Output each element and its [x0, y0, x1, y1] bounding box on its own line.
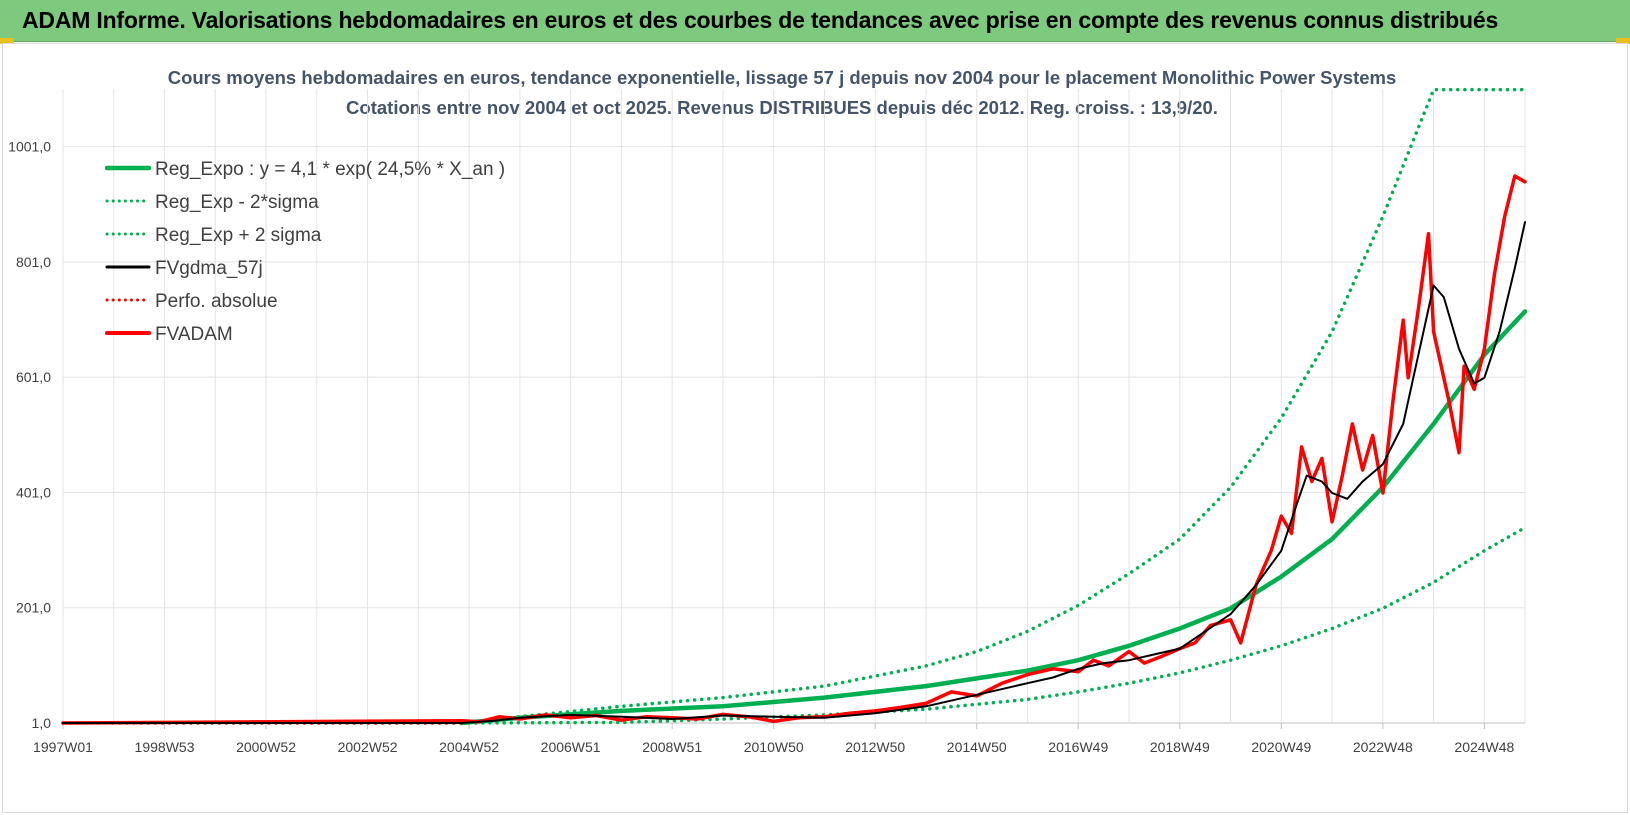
legend-label: Perfo. absolue: [155, 291, 278, 312]
x-tick-label: 2002W52: [338, 739, 398, 755]
x-tick-label: 1997W01: [33, 739, 93, 755]
legend: Reg_Expo : y = 4,1 * exp( 24,5% * X_an )…: [104, 159, 505, 345]
y-tick-label: 601,0: [16, 369, 51, 385]
series-line-0: [459, 309, 1528, 726]
series-line-5: [61, 174, 1527, 725]
report-banner-title: ADAM Informe. Valorisations hebdomadaire…: [22, 7, 1499, 33]
gridlines: [62, 89, 1526, 724]
chart-svg: Cours moyens hebdomadaires en euros, ten…: [8, 67, 1528, 755]
y-tick-label: 201,0: [16, 600, 51, 616]
x-tick-label: 2010W50: [744, 739, 804, 755]
x-tick-label: 2008W51: [642, 739, 702, 755]
x-tick-label: 2000W52: [236, 739, 296, 755]
x-tick-label: 2006W51: [541, 739, 601, 755]
x-tick-label: 2012W50: [845, 739, 905, 755]
series-lines: [61, 87, 1528, 726]
legend-label: FVgdma_57j: [155, 258, 263, 279]
x-tick-label: 2020W49: [1251, 739, 1311, 755]
y-tick-label: 401,0: [16, 484, 51, 500]
banner-corner-right: [1616, 38, 1630, 44]
chart-title: Cours moyens hebdomadaires en euros, ten…: [168, 67, 1397, 88]
report-banner: ADAM Informe. Valorisations hebdomadaire…: [0, 0, 1630, 42]
chart-subtitle: Cotations entre nov 2004 et oct 2025. Re…: [346, 97, 1218, 118]
legend-label: Reg_Exp - 2*sigma: [155, 192, 319, 213]
y-tick-label: 1001,0: [8, 139, 51, 155]
axis-ticks: 1,0 201,0 401,0 601,0 801,0 1001,0 1997W01 1998…: [8, 139, 1514, 755]
banner-corner-left: [0, 38, 14, 44]
y-tick-label: 801,0: [16, 254, 51, 270]
x-tick-label: 2014W50: [947, 739, 1007, 755]
y-tick-label: 1,0: [32, 715, 52, 731]
x-tick-label: 2022W48: [1353, 739, 1413, 755]
legend-label: Reg_Exp + 2 sigma: [155, 225, 322, 246]
chart-area: Cours moyens hebdomadaires en euros, ten…: [2, 43, 1628, 813]
x-tick-label: 2018W49: [1150, 739, 1210, 755]
series-line-3: [62, 221, 1526, 724]
legend-label: Reg_Expo : y = 4,1 * exp( 24,5% * X_an ): [155, 159, 505, 180]
x-tick-label: 2024W48: [1454, 739, 1514, 755]
x-tick-label: 1998W53: [135, 739, 195, 755]
x-tick-label: 2004W52: [439, 739, 499, 755]
x-tick-label: 2016W49: [1048, 739, 1108, 755]
legend-label: FVADAM: [155, 324, 233, 345]
